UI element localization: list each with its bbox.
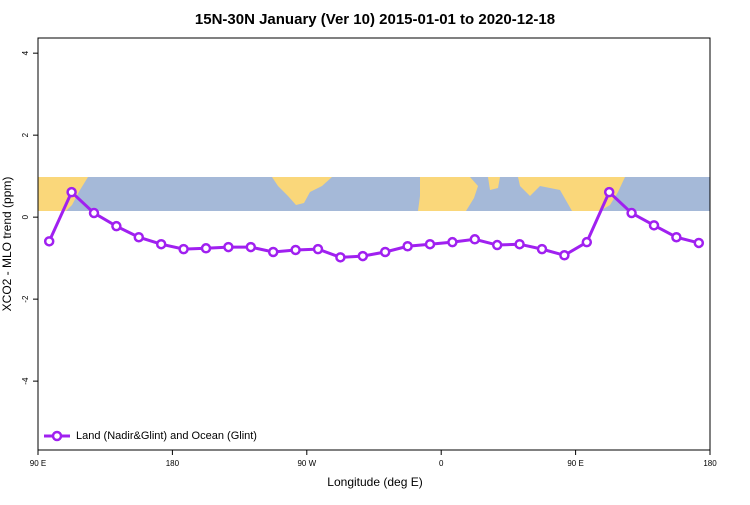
point [178, 243, 189, 255]
point [43, 236, 55, 247]
land [38, 177, 88, 211]
point [111, 220, 122, 232]
legend-marker [51, 430, 63, 442]
point [671, 231, 682, 243]
point [491, 239, 503, 251]
point [469, 234, 481, 245]
point [559, 250, 570, 261]
y-tick-label: -4 [21, 377, 30, 385]
y-axis-label: XCO2 - MLO trend (ppm) [0, 177, 14, 312]
y-tick-label: 2 [21, 132, 30, 137]
point [648, 220, 660, 231]
point [603, 186, 615, 198]
land [272, 177, 332, 205]
legend-label: Land (Nadir&Glint) and Ocean (Glint) [76, 430, 257, 442]
point [200, 243, 212, 254]
y-tick-label: 0 [21, 214, 30, 219]
x-tick-label: 90 E [567, 459, 583, 468]
y-tick-label: 4 [21, 50, 30, 55]
x-tick-label: 0 [439, 459, 444, 468]
point [514, 238, 525, 250]
point [536, 243, 548, 255]
point [155, 238, 167, 250]
map-band [38, 177, 710, 211]
point [290, 244, 301, 256]
land [418, 177, 478, 211]
x-tick-label: 180 [703, 459, 717, 468]
land [518, 177, 625, 211]
point [424, 238, 436, 250]
land [488, 177, 500, 190]
point [379, 246, 391, 258]
point [402, 241, 413, 252]
point [447, 236, 458, 248]
chart-title: 15N-30N January (Ver 10) 2015-01-01 to 2… [195, 11, 555, 28]
point [312, 243, 324, 255]
x-tick-label: 90 E [30, 459, 46, 468]
point [581, 236, 593, 248]
x-axis-label: Longitude (deg E) [327, 475, 422, 489]
point [626, 207, 637, 219]
point [335, 252, 346, 263]
point [88, 207, 100, 219]
point [357, 250, 369, 262]
point [693, 237, 705, 249]
x-tick-label: 180 [166, 459, 180, 468]
point [66, 186, 77, 198]
point [223, 241, 234, 253]
x-tick-label: 90 W [297, 459, 316, 468]
y-tick-label: -2 [21, 295, 30, 303]
point [267, 246, 279, 258]
plot-frame [37, 37, 711, 451]
point [133, 231, 145, 243]
point [245, 241, 257, 253]
